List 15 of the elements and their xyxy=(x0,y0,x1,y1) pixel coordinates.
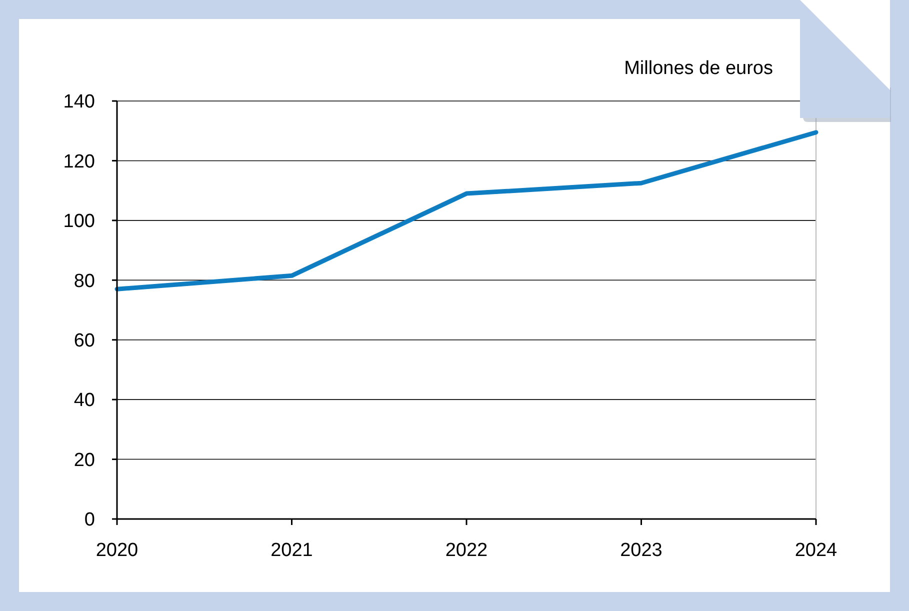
x-tick-label: 2022 xyxy=(445,540,488,561)
x-tick-label: 2023 xyxy=(620,540,662,561)
y-tick-label: 20 xyxy=(74,450,95,471)
y-tick-label: 40 xyxy=(74,390,95,412)
y-tick-label: 120 xyxy=(63,151,95,172)
x-tick-label: 2020 xyxy=(96,540,138,561)
y-axis-title: Millones de euros xyxy=(624,58,773,79)
y-tick-label: 100 xyxy=(63,211,95,232)
y-tick-label: 80 xyxy=(74,270,95,292)
line-series xyxy=(114,130,818,292)
y-tick-label: 0 xyxy=(84,510,95,531)
y-tick-label: 140 xyxy=(63,92,95,113)
y-tick-label: 60 xyxy=(74,330,95,352)
x-tick-label: 2021 xyxy=(270,540,313,561)
x-tick-label: 2024 xyxy=(794,540,838,561)
